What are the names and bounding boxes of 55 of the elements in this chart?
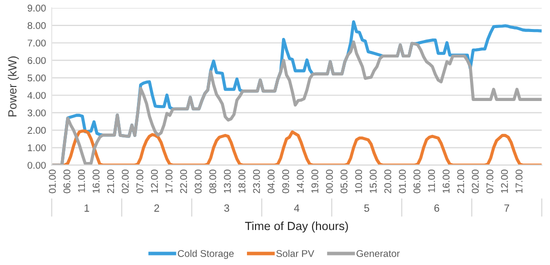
y-tick-label: 9.00 (28, 4, 46, 12)
x-tick-label: 07.00 (136, 170, 144, 194)
x-tick-label: 02.00 (472, 170, 479, 194)
x-tick-label: 20.00 (384, 170, 392, 194)
y-axis-title: Power (kW) (8, 56, 19, 116)
x-tick-label: 12.00 (150, 170, 158, 193)
y-tick-label: 1.00 (28, 144, 46, 152)
x-tick-label: 07.00 (486, 170, 494, 194)
text: 3 (224, 204, 230, 212)
x-tick-label: 03.00 (194, 170, 202, 194)
x-tick-label: 14.00 (296, 170, 304, 193)
x-tick-label: 22.00 (180, 170, 188, 194)
y-tick-label: 4.00 (27, 92, 46, 99)
x-tick-label: 09.00 (282, 170, 290, 194)
y-tick-label: 2.00 (28, 126, 46, 134)
x-tick-label: 15.00 (370, 170, 377, 193)
x-tick-label: 23.00 (253, 170, 260, 194)
legend-label: Solar PV (276, 250, 314, 257)
y-tick-label: 8.00 (28, 22, 46, 30)
x-tick-label: 11.00 (428, 170, 435, 192)
x-tick-label: 01.00 (398, 170, 406, 194)
legend-label: Cold Storage (178, 250, 234, 259)
legend-label: Generator (356, 250, 400, 257)
x-tick-label: 11.00 (78, 170, 85, 192)
x-tick-label: 12.00 (501, 170, 508, 193)
x-tick-label: 17.00 (166, 170, 172, 193)
y-tick-label: 6.00 (28, 57, 46, 64)
x-tick-label: 05.00 (340, 170, 348, 194)
x-tick-label: 04.00 (268, 170, 275, 194)
x-tick-label: 21.00 (457, 170, 464, 194)
x-tick-label: 13.00 (224, 170, 231, 193)
x-tick-label: 21.00 (107, 170, 114, 194)
x-tick-label: 08.00 (209, 170, 216, 194)
x-axis-title: Time of Day (hours) (245, 221, 348, 232)
text: 6 (434, 204, 440, 212)
x-tick-label: 02.00 (122, 170, 129, 194)
text: 5 (364, 204, 370, 212)
x-tick-label: 06.00 (63, 170, 70, 194)
text: 2 (154, 204, 160, 212)
x-tick-label: 10.00 (355, 170, 362, 193)
x-tick-label: 18.00 (238, 170, 246, 193)
x-tick-label: 17.00 (516, 170, 522, 193)
y-tick-label: 5.00 (28, 74, 46, 82)
text: 1 (84, 204, 90, 212)
text: 7 (504, 204, 510, 212)
x-tick-label: 01.00 (48, 170, 56, 194)
text: 4 (294, 204, 300, 212)
y-tick-label: 7.00 (28, 40, 46, 46)
y-tick-label: 3.00 (28, 109, 46, 116)
x-tick-label: 19.00 (311, 170, 318, 193)
x-tick-label: 00.00 (326, 170, 333, 194)
x-tick-label: 06.00 (414, 170, 420, 194)
y-tick-label: 0.00 (28, 162, 46, 169)
x-tick-label: 16.00 (442, 170, 450, 193)
x-tick-label: 16.00 (92, 170, 100, 193)
